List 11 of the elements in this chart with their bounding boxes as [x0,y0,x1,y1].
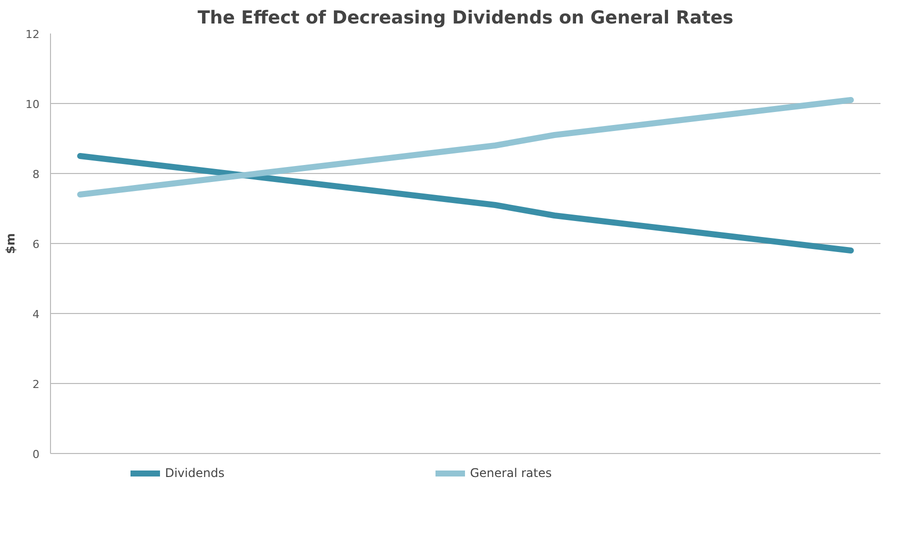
y-tick-label: 6 [32,238,40,251]
y-axis-title: $m [4,233,18,254]
chart-title: The Effect of Decreasing Dividends on General Rates [198,8,734,28]
y-tick-label: 2 [32,378,40,391]
y-tick-label: 4 [32,308,40,321]
y-tick-label: 10 [26,98,40,111]
y-tick-label: 0 [32,448,40,461]
y-tick-label: 8 [32,168,40,181]
legend-label: General rates [470,465,553,481]
y-tick-label: 12 [26,28,40,41]
legend-label: Dividends [164,465,226,481]
